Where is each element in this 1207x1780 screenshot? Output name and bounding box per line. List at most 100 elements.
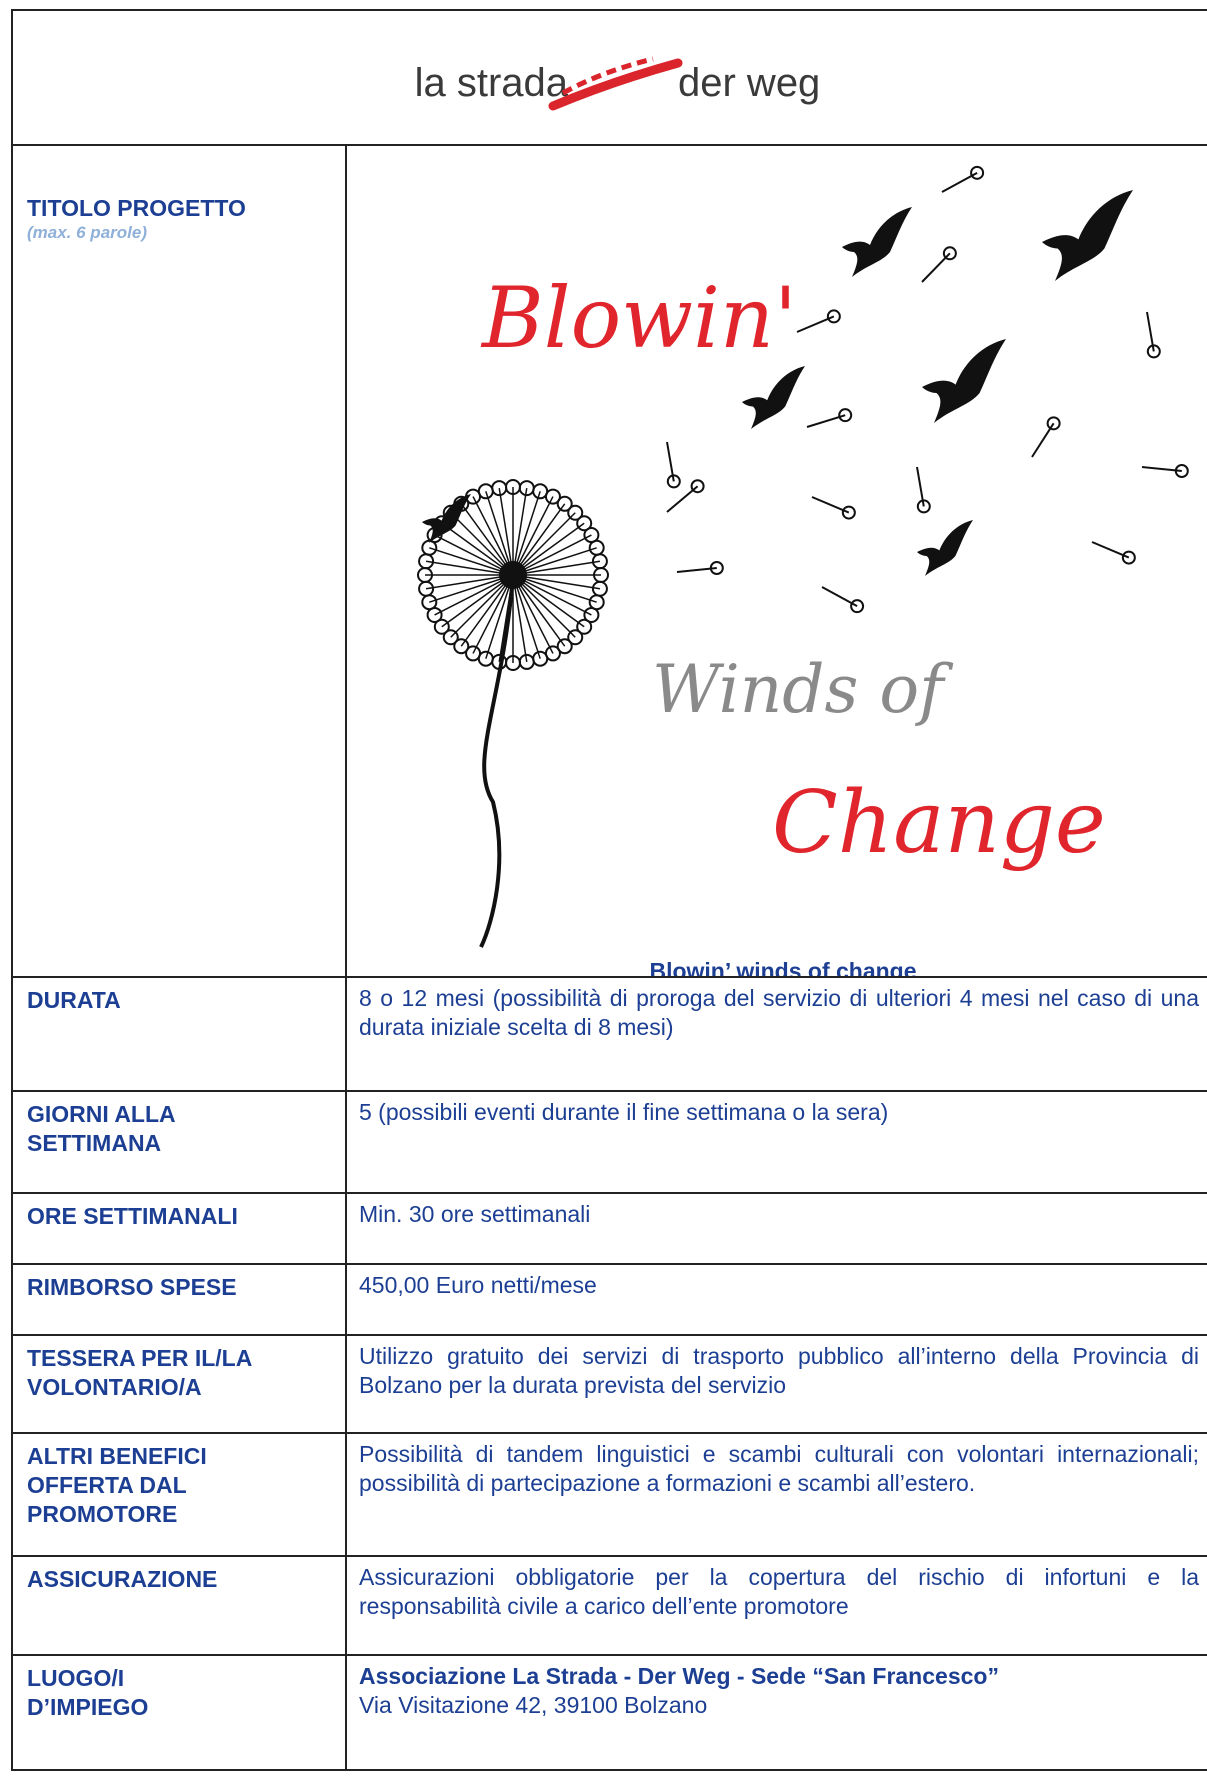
seed-tuft bbox=[1174, 463, 1189, 478]
label-line: ASSICURAZIONE bbox=[27, 1566, 218, 1592]
seed-head bbox=[442, 629, 459, 646]
logo: la strada der weg bbox=[415, 56, 820, 111]
bird bbox=[917, 520, 973, 576]
seed-line bbox=[485, 491, 514, 576]
value: Possibilità di tandem linguistici e scam… bbox=[359, 1441, 1199, 1496]
value-title: Associazione La Strada - Der Weg - Sede … bbox=[359, 1663, 999, 1689]
seed-head bbox=[583, 606, 600, 623]
value: Via Visitazione 42, 39100 Bolzano bbox=[359, 1692, 708, 1718]
label-cell: TESSERA PER IL/LA VOLONTARIO/A bbox=[11, 1334, 345, 1432]
seed-line bbox=[472, 574, 514, 654]
value-cell: 5 (possibili eventi durante il fine sett… bbox=[345, 1090, 1207, 1192]
seed-line bbox=[512, 574, 585, 628]
seed-tuft bbox=[916, 499, 931, 514]
seed-head bbox=[576, 618, 593, 635]
seed-line bbox=[512, 487, 528, 576]
seed-line bbox=[472, 496, 514, 576]
seed-line bbox=[512, 534, 592, 576]
label-line: PROMOTORE bbox=[27, 1501, 178, 1527]
value: Min. 30 ore settimanali bbox=[359, 1201, 591, 1227]
label-cell: ASSICURAZIONE bbox=[11, 1555, 345, 1654]
value: 450,00 Euro netti/mese bbox=[359, 1272, 597, 1298]
seed-line bbox=[498, 574, 514, 663]
label-line: GIORNI ALLA bbox=[27, 1101, 176, 1127]
artwork-cell: Blowin' Winds of Change Blowin’ winds of ch… bbox=[345, 144, 1207, 984]
seed-line bbox=[512, 574, 566, 647]
label-line: D’IMPIEGO bbox=[27, 1694, 149, 1720]
bird bbox=[1042, 190, 1133, 281]
seed-line bbox=[450, 574, 514, 638]
seed-line bbox=[441, 522, 514, 576]
value-cell: Utilizzo gratuito dei servizi di traspor… bbox=[345, 1334, 1207, 1432]
art-group: Blowin' Winds of Change Blowin’ winds of ch… bbox=[417, 165, 1189, 984]
value-cell: Min. 30 ore settimanali bbox=[345, 1192, 1207, 1263]
seed-tuft bbox=[1146, 344, 1161, 359]
seed-line bbox=[512, 574, 576, 638]
seed-head bbox=[576, 515, 593, 532]
label-cell: TITOLO PROGETTO (max. 6 parole) bbox=[11, 144, 345, 976]
label-line: LUOGO/I bbox=[27, 1665, 125, 1691]
seed-line bbox=[425, 574, 514, 590]
label-cell: GIORNI ALLA SETTIMANA bbox=[11, 1090, 345, 1192]
seed-line bbox=[434, 574, 514, 616]
value: Utilizzo gratuito dei servizi di traspor… bbox=[359, 1343, 1199, 1398]
seed-tuft bbox=[942, 246, 957, 261]
seed-tuft bbox=[826, 309, 841, 324]
label-line: ALTRI BENEFICI bbox=[27, 1443, 207, 1469]
seed-line bbox=[512, 522, 585, 576]
bird bbox=[422, 494, 471, 543]
seed-line bbox=[512, 496, 554, 576]
seed-head bbox=[453, 638, 470, 655]
seed-head bbox=[556, 495, 573, 512]
seed-tuft bbox=[709, 561, 724, 576]
seed-line bbox=[512, 574, 592, 616]
artwork: Blowin' Winds of Change Blowin’ winds of ch… bbox=[417, 165, 1189, 984]
seed-line bbox=[512, 574, 554, 654]
value: 5 (possibili eventi durante il fine sett… bbox=[359, 1099, 889, 1125]
seed-line bbox=[512, 491, 541, 576]
seed-tuft bbox=[838, 408, 853, 423]
seed-line bbox=[460, 574, 514, 647]
seed-line bbox=[512, 547, 597, 576]
seed-line bbox=[512, 574, 541, 659]
label-line: SETTIMANA bbox=[27, 1130, 162, 1156]
seed-tuft bbox=[970, 165, 985, 180]
stem bbox=[479, 574, 515, 948]
seed-head bbox=[465, 645, 482, 662]
seed-tuft bbox=[1121, 550, 1136, 565]
label-line: DURATA bbox=[27, 987, 121, 1013]
seed-head bbox=[556, 638, 573, 655]
seed-tuft bbox=[841, 505, 856, 520]
seed-line bbox=[512, 503, 566, 576]
label-line: RIMBORSO SPESE bbox=[27, 1274, 237, 1300]
value-cell: Possibilità di tandem linguistici e scam… bbox=[345, 1432, 1207, 1555]
value-cell: Associazione La Strada - Der Weg - Sede … bbox=[345, 1654, 1207, 1770]
label-cell: LUOGO/I D’IMPIEGO bbox=[11, 1654, 345, 1770]
seed-line bbox=[512, 574, 528, 663]
label-line: ORE SETTIMANALI bbox=[27, 1203, 238, 1229]
label-cell: ORE SETTIMANALI bbox=[11, 1192, 345, 1263]
seed-tuft bbox=[1046, 416, 1061, 431]
seed-head bbox=[591, 553, 608, 570]
note: (max. 6 parole) bbox=[27, 223, 147, 242]
value-cell: 8 o 12 mesi (possibilità di proroga del … bbox=[345, 976, 1207, 1090]
value-cell: 450,00 Euro netti/mese bbox=[345, 1263, 1207, 1334]
bird bbox=[922, 339, 1006, 423]
logo-left: la strada bbox=[415, 61, 569, 105]
logo-right: der weg bbox=[678, 61, 820, 105]
seed-tuft bbox=[850, 599, 865, 614]
label-line: TESSERA PER IL/LA bbox=[27, 1345, 253, 1371]
seed-head bbox=[567, 629, 584, 646]
seed-line bbox=[425, 560, 514, 576]
seed-head bbox=[567, 504, 584, 521]
seed-line bbox=[512, 512, 576, 576]
seed-line bbox=[512, 560, 601, 576]
label-cell: RIMBORSO SPESE bbox=[11, 1263, 345, 1334]
bird bbox=[842, 207, 912, 277]
art-text-1: Blowin' bbox=[480, 269, 797, 367]
seed-tuft bbox=[666, 474, 681, 489]
seed-line bbox=[450, 512, 514, 576]
seed-line bbox=[434, 534, 514, 576]
seed-head bbox=[433, 618, 450, 635]
